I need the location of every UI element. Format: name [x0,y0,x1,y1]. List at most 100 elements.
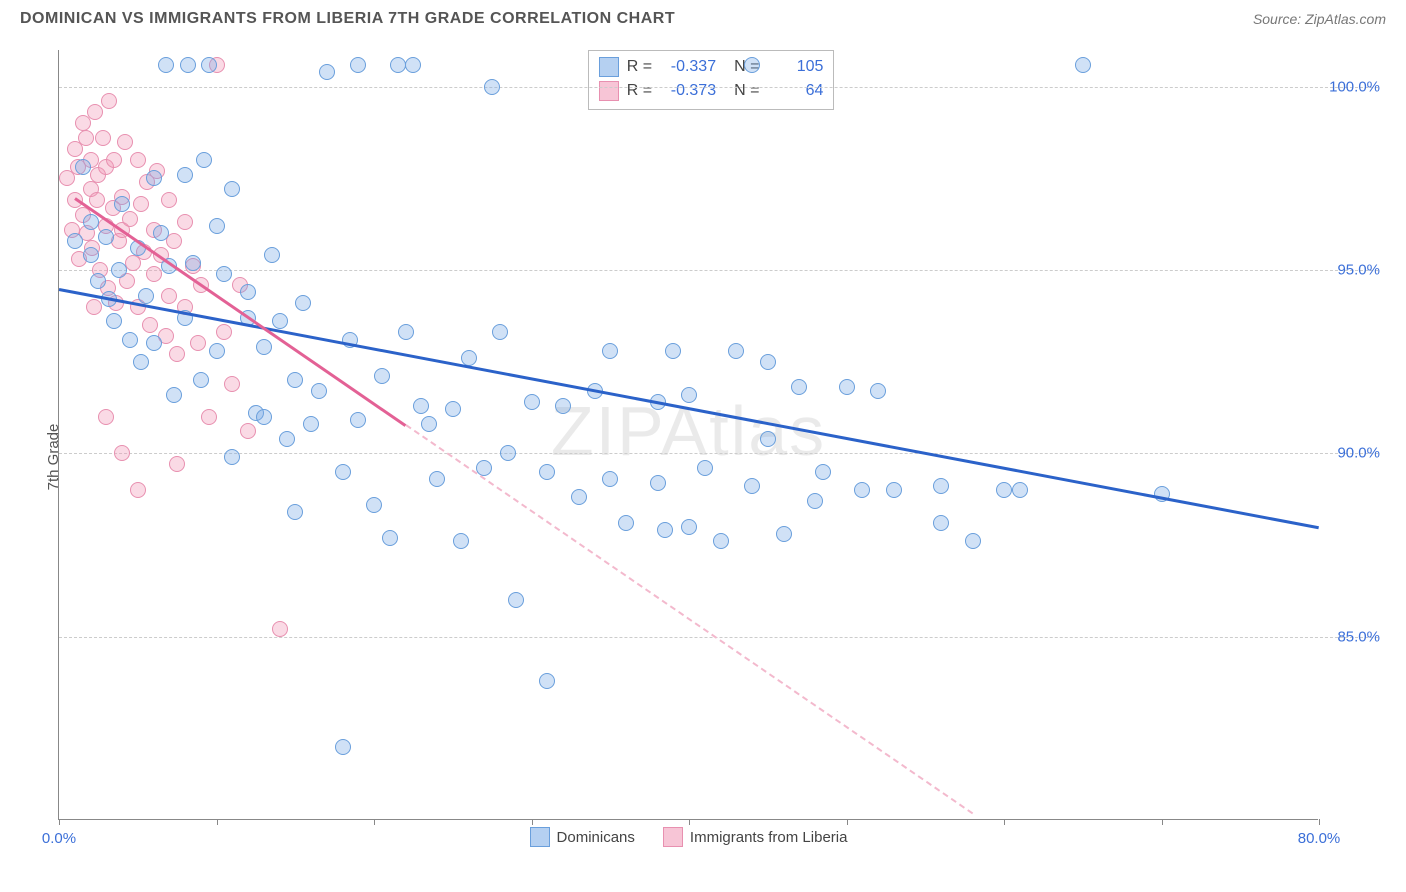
data-point-dominican [650,475,666,491]
series-legend: Dominicans Immigrants from Liberia [59,827,1318,847]
data-point-dominican [256,339,272,355]
data-point-dominican [555,398,571,414]
data-point-dominican [413,398,429,414]
data-point-dominican [657,522,673,538]
data-point-dominican [854,482,870,498]
data-point-dominican [996,482,1012,498]
data-point-dominican [508,592,524,608]
data-point-dominican [67,233,83,249]
data-point-dominican [311,383,327,399]
data-point-dominican [492,324,508,340]
data-point-liberia [240,423,256,439]
data-point-dominican [138,288,154,304]
n-value: 105 [767,55,823,79]
data-point-dominican [209,218,225,234]
data-point-liberia [224,376,240,392]
x-tick [532,819,533,825]
data-point-liberia [86,299,102,315]
data-point-dominican [1012,482,1028,498]
y-tick-label: 100.0% [1329,78,1380,95]
data-point-dominican [776,526,792,542]
legend-swatch [530,827,550,847]
data-point-dominican [405,57,421,73]
x-tick [689,819,690,825]
data-point-dominican [224,181,240,197]
data-point-dominican [681,519,697,535]
data-point-dominican [886,482,902,498]
data-point-liberia [190,335,206,351]
gridline-h [59,87,1378,88]
data-point-dominican [618,515,634,531]
data-point-dominican [122,332,138,348]
data-point-dominican [111,262,127,278]
legend-label: Immigrants from Liberia [690,829,848,846]
data-point-dominican [193,372,209,388]
data-point-dominican [75,159,91,175]
data-point-dominican [166,387,182,403]
data-point-liberia [87,104,103,120]
legend-swatch [663,827,683,847]
data-point-dominican [335,739,351,755]
chart-title: DOMINICAN VS IMMIGRANTS FROM LIBERIA 7TH… [20,10,675,28]
data-point-dominican [665,343,681,359]
data-point-liberia [177,214,193,230]
stats-row: R =-0.373N =64 [599,79,824,103]
data-point-dominican [390,57,406,73]
data-point-liberia [89,192,105,208]
r-label: R = [627,79,652,103]
data-point-dominican [146,170,162,186]
data-point-dominican [240,284,256,300]
r-value: -0.373 [660,79,716,103]
data-point-dominican [335,464,351,480]
source-label: Source: ZipAtlas.com [1253,11,1386,27]
stats-swatch [599,57,619,77]
data-point-dominican [744,57,760,73]
data-point-dominican [382,530,398,546]
legend-item: Dominicans [530,827,635,847]
data-point-dominican [185,255,201,271]
r-value: -0.337 [660,55,716,79]
data-point-dominican [374,368,390,384]
plot-area: ZIPAtlas R =-0.337N =105R =-0.373N =64 D… [58,50,1318,820]
data-point-dominican [728,343,744,359]
data-point-dominican [933,478,949,494]
data-point-dominican [500,445,516,461]
data-point-liberia [201,409,217,425]
data-point-dominican [453,533,469,549]
data-point-dominican [429,471,445,487]
data-point-liberia [98,409,114,425]
data-point-liberia [130,152,146,168]
data-point-liberia [216,324,232,340]
data-point-liberia [101,93,117,109]
data-point-liberia [133,196,149,212]
data-point-dominican [760,431,776,447]
y-tick-label: 85.0% [1337,628,1380,645]
y-tick-label: 90.0% [1337,445,1380,462]
chart-container: 7th Grade ZIPAtlas R =-0.337N =105R =-0.… [20,42,1386,872]
stats-swatch [599,81,619,101]
data-point-dominican [350,57,366,73]
x-tick [217,819,218,825]
data-point-dominican [366,497,382,513]
data-point-liberia [114,445,130,461]
data-point-dominican [571,489,587,505]
data-point-dominican [83,214,99,230]
stats-legend-box: R =-0.337N =105R =-0.373N =64 [588,50,835,110]
data-point-dominican [98,229,114,245]
r-label: R = [627,55,652,79]
data-point-dominican [524,394,540,410]
data-point-liberia [161,288,177,304]
data-point-liberia [142,317,158,333]
x-tick-label: 0.0% [42,830,76,847]
data-point-dominican [287,372,303,388]
data-point-dominican [153,225,169,241]
data-point-dominican [539,464,555,480]
data-point-liberia [146,266,162,282]
x-tick [374,819,375,825]
data-point-dominican [744,478,760,494]
data-point-dominican [83,247,99,263]
data-point-liberia [75,115,91,131]
gridline-h [59,270,1378,271]
data-point-dominican [279,431,295,447]
data-point-dominican [539,673,555,689]
